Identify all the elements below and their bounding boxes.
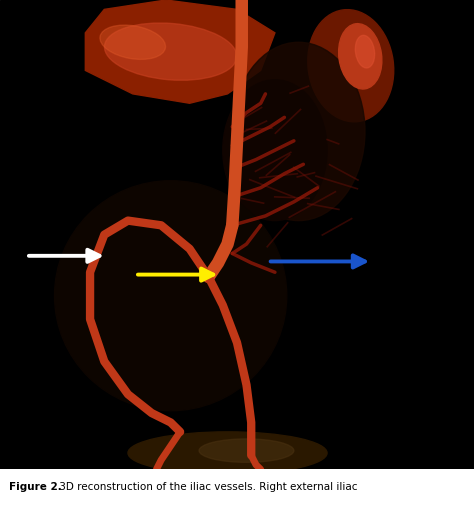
Ellipse shape [338,24,382,89]
Ellipse shape [232,42,365,221]
Ellipse shape [308,10,394,122]
Ellipse shape [199,439,294,462]
Ellipse shape [100,25,165,60]
Ellipse shape [356,35,374,68]
Ellipse shape [128,432,327,474]
Polygon shape [85,0,275,103]
Ellipse shape [104,23,237,80]
Circle shape [55,181,287,411]
Text: 3D reconstruction of the iliac vessels. Right external iliac: 3D reconstruction of the iliac vessels. … [56,482,357,491]
Text: Figure 2.: Figure 2. [9,482,61,491]
Ellipse shape [223,80,327,221]
